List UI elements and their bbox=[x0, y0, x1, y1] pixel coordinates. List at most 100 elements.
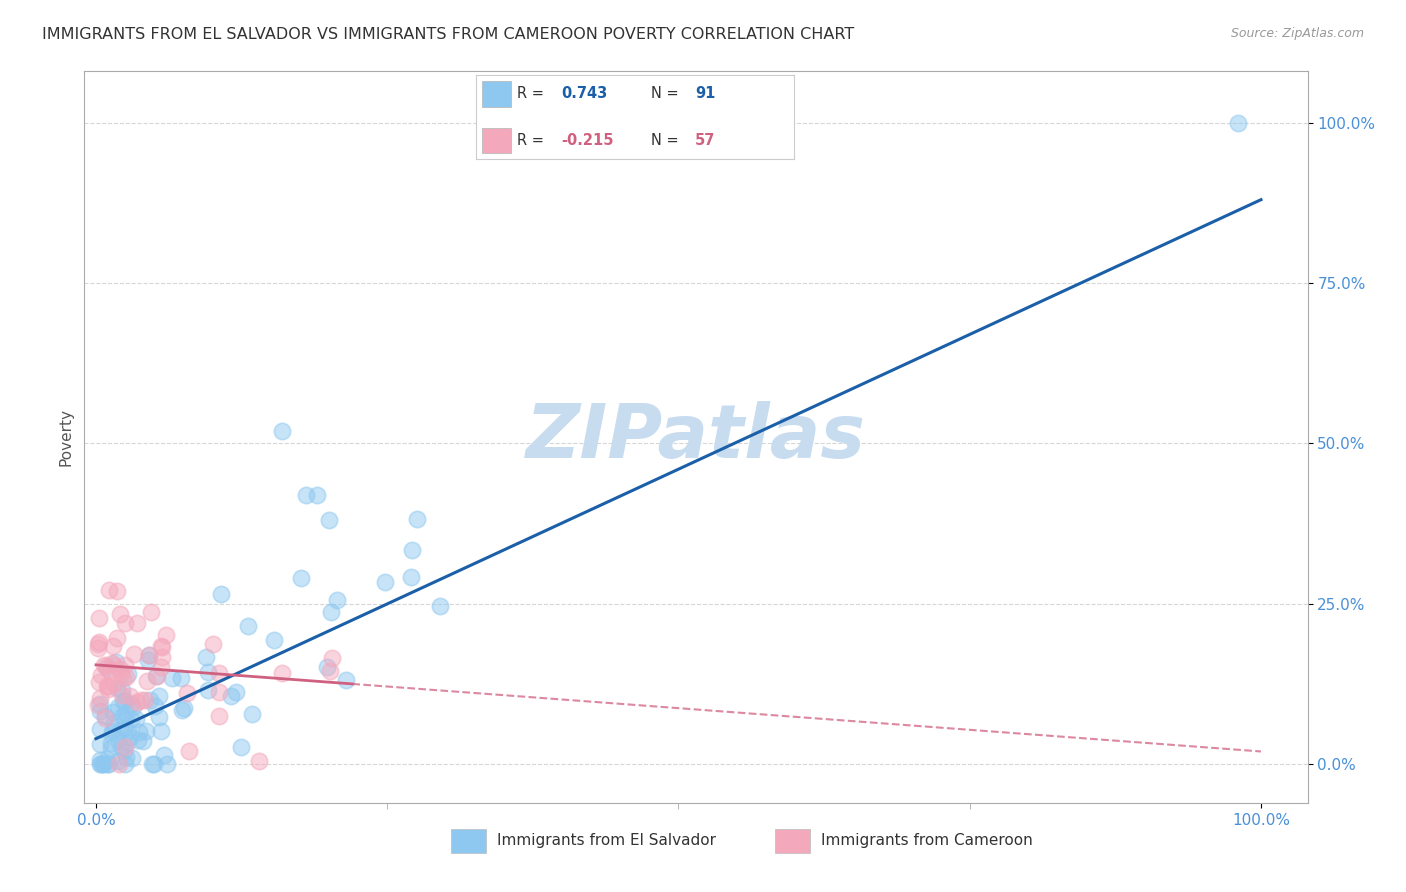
Point bbox=[263, 633, 285, 648]
Point bbox=[271, 424, 294, 438]
Point bbox=[87, 640, 110, 655]
Point bbox=[236, 619, 259, 633]
Point bbox=[124, 647, 146, 661]
Y-axis label: Poverty: Poverty bbox=[58, 408, 73, 467]
Point bbox=[108, 607, 131, 621]
Point bbox=[112, 721, 135, 735]
Point bbox=[160, 671, 183, 685]
Point bbox=[139, 605, 162, 619]
Point bbox=[114, 694, 136, 708]
Point bbox=[124, 713, 146, 727]
Point bbox=[97, 757, 120, 772]
Point bbox=[122, 700, 145, 714]
Point bbox=[134, 693, 156, 707]
Point bbox=[335, 673, 357, 688]
Text: IMMIGRANTS FROM EL SALVADOR VS IMMIGRANTS FROM CAMEROON POVERTY CORRELATION CHAR: IMMIGRANTS FROM EL SALVADOR VS IMMIGRANT… bbox=[42, 27, 855, 42]
Point bbox=[290, 571, 312, 585]
Point bbox=[117, 724, 139, 739]
Point bbox=[173, 701, 195, 715]
Point bbox=[120, 712, 142, 726]
Point bbox=[128, 725, 150, 739]
Point bbox=[96, 660, 118, 674]
Point bbox=[108, 662, 131, 676]
Point bbox=[143, 699, 166, 714]
Point bbox=[115, 670, 138, 684]
Point bbox=[103, 657, 125, 672]
Point bbox=[101, 656, 124, 670]
Point bbox=[89, 611, 111, 625]
Point bbox=[111, 708, 134, 723]
Point bbox=[105, 681, 128, 695]
Point bbox=[148, 689, 170, 703]
Point bbox=[97, 679, 120, 693]
Point bbox=[91, 757, 114, 772]
Point bbox=[87, 698, 110, 713]
Point bbox=[98, 664, 121, 678]
Point bbox=[105, 631, 128, 645]
Point bbox=[145, 669, 167, 683]
Point bbox=[103, 705, 125, 719]
Point bbox=[153, 747, 176, 762]
Point bbox=[89, 753, 111, 767]
Point bbox=[155, 628, 177, 642]
Point bbox=[129, 693, 152, 707]
Point bbox=[107, 754, 129, 768]
Point bbox=[170, 671, 193, 685]
Point bbox=[374, 575, 396, 590]
Point bbox=[132, 733, 155, 747]
Point bbox=[107, 700, 129, 714]
Point bbox=[138, 692, 160, 706]
Point bbox=[115, 706, 138, 720]
Text: ZIPatlas: ZIPatlas bbox=[526, 401, 866, 474]
Point bbox=[136, 674, 159, 689]
Point bbox=[150, 640, 173, 655]
Point bbox=[240, 707, 263, 722]
Point bbox=[270, 665, 292, 680]
Point bbox=[114, 616, 136, 631]
Point bbox=[98, 583, 121, 598]
Point bbox=[89, 757, 111, 772]
Point bbox=[89, 737, 111, 751]
Point bbox=[319, 605, 342, 619]
Point bbox=[229, 739, 252, 754]
Point bbox=[146, 669, 169, 683]
FancyBboxPatch shape bbox=[776, 830, 810, 853]
Point bbox=[117, 735, 139, 749]
Point bbox=[101, 724, 124, 739]
Point bbox=[110, 723, 132, 737]
Point bbox=[111, 689, 134, 703]
Point bbox=[219, 689, 242, 703]
Point bbox=[105, 584, 128, 599]
Point bbox=[93, 711, 115, 725]
Point bbox=[121, 750, 143, 764]
Point bbox=[120, 697, 142, 711]
Point bbox=[100, 736, 122, 750]
Point bbox=[110, 682, 132, 697]
Text: Immigrants from El Salvador: Immigrants from El Salvador bbox=[496, 833, 716, 848]
Point bbox=[90, 667, 112, 681]
Point bbox=[89, 722, 111, 736]
Point bbox=[316, 660, 339, 674]
Point bbox=[114, 740, 136, 755]
Text: Immigrants from Cameroon: Immigrants from Cameroon bbox=[821, 833, 1032, 848]
Point bbox=[148, 710, 170, 724]
Point bbox=[96, 752, 118, 766]
Point bbox=[89, 691, 111, 706]
Point bbox=[127, 732, 149, 747]
Point bbox=[135, 723, 157, 738]
Point bbox=[321, 650, 343, 665]
Point bbox=[138, 648, 160, 663]
Point bbox=[103, 677, 125, 691]
Point bbox=[114, 712, 136, 726]
Point bbox=[107, 757, 129, 772]
Point bbox=[117, 666, 139, 681]
Point bbox=[93, 657, 115, 672]
Point bbox=[197, 665, 219, 679]
Point bbox=[318, 514, 340, 528]
Point bbox=[326, 593, 349, 607]
Point bbox=[100, 741, 122, 756]
Point bbox=[120, 730, 142, 744]
Point bbox=[176, 686, 198, 700]
Point bbox=[87, 674, 110, 689]
Point bbox=[94, 659, 117, 673]
